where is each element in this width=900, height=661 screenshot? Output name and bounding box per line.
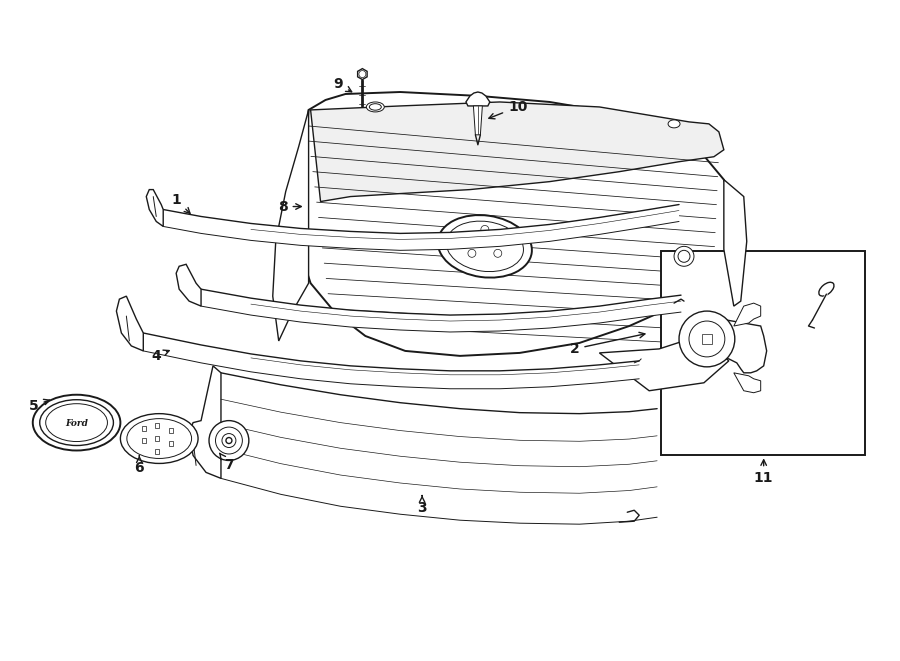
Circle shape	[222, 434, 236, 447]
Ellipse shape	[366, 102, 384, 112]
Circle shape	[494, 235, 502, 243]
Ellipse shape	[40, 400, 113, 446]
Polygon shape	[176, 264, 201, 306]
Polygon shape	[143, 333, 639, 389]
Circle shape	[689, 321, 724, 357]
Polygon shape	[734, 373, 760, 393]
Bar	[169, 428, 174, 433]
Circle shape	[226, 438, 232, 444]
Ellipse shape	[668, 120, 680, 128]
Polygon shape	[310, 102, 724, 202]
Text: 8: 8	[278, 200, 302, 214]
Circle shape	[359, 71, 366, 77]
Circle shape	[678, 251, 690, 262]
Bar	[155, 449, 159, 453]
Polygon shape	[734, 303, 760, 326]
Circle shape	[468, 249, 476, 257]
Ellipse shape	[819, 282, 834, 296]
Bar	[662, 251, 865, 455]
Bar	[142, 426, 147, 431]
Text: 5: 5	[29, 399, 50, 412]
Polygon shape	[699, 316, 767, 373]
Text: 7: 7	[220, 453, 234, 473]
Bar	[702, 334, 712, 344]
Circle shape	[468, 235, 476, 243]
Text: 3: 3	[418, 496, 427, 516]
Circle shape	[674, 247, 694, 266]
Circle shape	[481, 225, 489, 233]
Bar	[155, 436, 159, 441]
Polygon shape	[116, 296, 143, 351]
Bar	[142, 438, 147, 443]
Polygon shape	[599, 336, 729, 391]
Circle shape	[215, 427, 242, 454]
Polygon shape	[221, 373, 657, 524]
Text: 6: 6	[134, 456, 144, 475]
Text: 11: 11	[754, 460, 773, 485]
Polygon shape	[201, 289, 681, 332]
Ellipse shape	[446, 221, 524, 272]
Text: 1: 1	[171, 192, 190, 214]
Text: 9: 9	[334, 77, 352, 92]
Polygon shape	[357, 69, 367, 79]
Polygon shape	[147, 190, 163, 227]
Ellipse shape	[437, 215, 532, 278]
Polygon shape	[466, 92, 490, 106]
Text: 2: 2	[570, 332, 645, 356]
Bar	[169, 442, 174, 446]
Text: Ford: Ford	[65, 419, 88, 428]
Text: 4: 4	[151, 349, 169, 363]
Ellipse shape	[369, 104, 382, 110]
Bar	[155, 424, 159, 428]
Circle shape	[209, 420, 248, 461]
Polygon shape	[163, 204, 679, 251]
Polygon shape	[189, 366, 221, 479]
Text: 10: 10	[489, 100, 527, 119]
Circle shape	[494, 249, 502, 257]
Polygon shape	[296, 92, 737, 356]
Circle shape	[679, 311, 734, 367]
Polygon shape	[273, 110, 309, 341]
Ellipse shape	[46, 404, 107, 442]
Ellipse shape	[121, 414, 198, 463]
Ellipse shape	[127, 418, 192, 459]
Ellipse shape	[32, 395, 121, 451]
Polygon shape	[724, 180, 747, 306]
Polygon shape	[473, 106, 482, 135]
